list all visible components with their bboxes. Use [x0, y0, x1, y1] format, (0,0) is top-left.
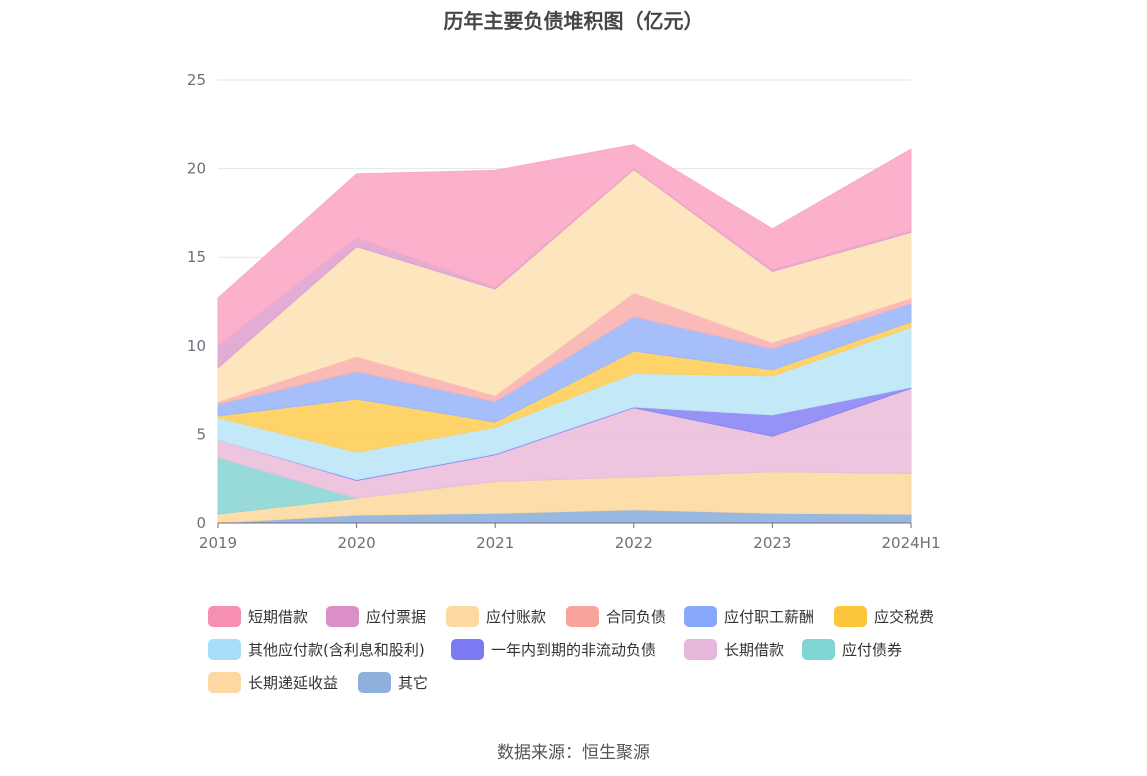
legend-label: 应付账款 — [486, 607, 547, 626]
area-series-11 — [217, 144, 912, 347]
legend-swatch — [834, 605, 867, 627]
legend-swatch — [451, 638, 484, 660]
y-tick-label: 25 — [187, 71, 206, 89]
legend-label: 合同负债 — [606, 607, 667, 626]
x-tick-label: 2021 — [476, 534, 514, 552]
legend-item[interactable]: 其他应付款(含利息和股利) — [208, 638, 425, 660]
legend-swatch — [684, 638, 717, 660]
axes: 0 5 10 15 20 25 2019 2020 2021 2022 2023 2024H1 — [187, 71, 941, 552]
legend-label: 一年内到期的非流动负债 — [491, 640, 657, 659]
legend-item[interactable]: 应付票据 — [326, 605, 426, 627]
legend-label: 应交税费 — [874, 607, 935, 626]
legend-item[interactable]: 应付职工薪酬 — [684, 605, 814, 627]
legend-item[interactable]: 短期借款 — [208, 605, 308, 627]
legend-swatch — [566, 605, 599, 627]
y-tick-label: 20 — [187, 160, 206, 178]
y-tick-label: 15 — [187, 248, 206, 266]
legend-label: 其它 — [398, 673, 429, 692]
legend-label: 短期借款 — [248, 607, 309, 626]
legend-label: 应付债券 — [842, 640, 903, 659]
x-tick-label: 2020 — [338, 534, 376, 552]
legend-label: 应付职工薪酬 — [724, 607, 815, 626]
legend-item[interactable]: 长期递延收益 — [208, 671, 338, 693]
legend-item[interactable]: 应付账款 — [446, 605, 546, 627]
legend-swatch — [684, 605, 717, 627]
y-tick-label: 5 — [196, 425, 206, 443]
legend-label: 其他应付款(含利息和股利) — [248, 640, 425, 659]
x-tick-label: 2024H1 — [882, 534, 941, 552]
y-tick-label: 0 — [196, 514, 206, 532]
data-source: 数据来源：恒生聚源 — [497, 743, 650, 763]
y-tick-label: 10 — [187, 337, 206, 355]
legend-swatch — [208, 605, 241, 627]
legend-swatch — [208, 671, 241, 693]
area-series — [217, 144, 912, 524]
stacked-area-chart: 0 5 10 15 20 25 2019 2020 2021 2022 2023 2024H1 — [187, 71, 941, 552]
chart-title: 历年主要负债堆积图（亿元） — [443, 9, 704, 33]
legend-item[interactable]: 应交税费 — [834, 605, 934, 627]
x-tick-label: 2022 — [615, 534, 653, 552]
legend-swatch — [446, 605, 479, 627]
legend-swatch — [802, 638, 835, 660]
legend-swatch — [326, 605, 359, 627]
legend-label: 应付票据 — [366, 607, 427, 626]
legend-item[interactable]: 合同负债 — [566, 605, 666, 627]
legend-item[interactable]: 其它 — [358, 671, 428, 693]
legend-item[interactable]: 应付债券 — [802, 638, 902, 660]
legend-label: 长期递延收益 — [248, 673, 339, 692]
x-tick-label: 2023 — [753, 534, 791, 552]
legend-swatch — [358, 671, 391, 693]
legend-item[interactable]: 长期借款 — [684, 638, 784, 660]
legend-swatch — [208, 638, 241, 660]
legend-label: 长期借款 — [724, 640, 785, 659]
legend-item[interactable]: 一年内到期的非流动负债 — [451, 638, 656, 660]
x-tick-label: 2019 — [199, 534, 237, 552]
